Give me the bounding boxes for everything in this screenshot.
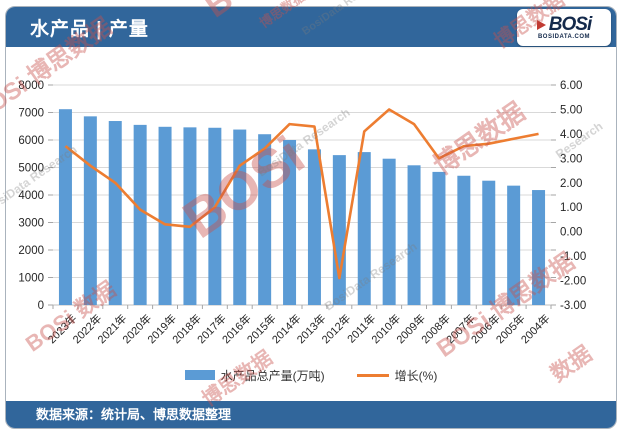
y-axis-left-label: 2000 [18, 245, 44, 257]
logo-brand-text: BOSi [548, 14, 592, 35]
logo-domain-text: BOSIDATA.COM [537, 34, 591, 40]
y-axis-right-label: 4.00 [560, 129, 582, 141]
bar [357, 152, 371, 305]
legend-item-growth: 增长(%) [356, 367, 438, 384]
page-title: 水产品 | 产量 [30, 18, 149, 40]
y-axis-left-label: 7000 [18, 108, 44, 120]
growth-line [64, 108, 539, 280]
chart-legend: 水产品总产量(万吨) 增长(%) [6, 364, 616, 386]
bar [158, 126, 172, 305]
y-axis-right-label: 1.00 [560, 202, 582, 214]
chart-svg: 0 1000 2000 3000 4000 5000 6000 7000 8000 -3.00 -2… [18, 80, 586, 346]
bar [382, 158, 396, 305]
bar [432, 171, 446, 305]
bar [457, 175, 471, 305]
bar [307, 149, 321, 305]
y-axis-right-label: 6.00 [560, 80, 582, 92]
y-axis-left-label: 3000 [18, 218, 44, 230]
bar [208, 127, 222, 305]
bar [532, 190, 546, 305]
data-source-text: 数据来源：统计局、博思数据整理 [36, 407, 232, 422]
report-panel: 水产品 | 产量 BOSi BOSIDATA.COM 0 1000 2000 3000… [5, 6, 617, 429]
bar [183, 127, 197, 305]
y-axis-left-label: 1000 [18, 273, 44, 285]
legend-bar-label: 水产品总产量(万吨) [220, 368, 325, 383]
y-axis-right-label: -3.00 [560, 300, 586, 312]
bar [283, 140, 297, 305]
legend-bar-swatch [184, 370, 215, 380]
bar [133, 124, 147, 305]
bar [258, 134, 272, 305]
y-axis-right-label: -1.00 [560, 251, 586, 263]
y-axis-left-label: 0 [38, 300, 44, 312]
y-axis-left-label: 4000 [18, 190, 44, 202]
header-bar: 水产品 | 产量 BOSi BOSIDATA.COM [6, 7, 616, 47]
bar [58, 109, 72, 305]
y-axis-right-label: -2.00 [560, 276, 586, 288]
y-axis-left-label: 5000 [18, 163, 44, 175]
footer-bar: 数据来源：统计局、博思数据整理 [6, 401, 616, 428]
bosi-logo: BOSi BOSIDATA.COM [517, 9, 611, 46]
bar [482, 180, 496, 305]
legend-line-swatch [356, 373, 389, 377]
bar [83, 116, 97, 305]
y-axis-right-label: 3.00 [560, 153, 582, 165]
bar [407, 165, 421, 305]
bar [233, 129, 247, 305]
y-axis-left-label: 6000 [18, 135, 44, 147]
legend-item-production: 水产品总产量(万吨) [184, 367, 325, 384]
bar [332, 155, 346, 305]
y-axis-left-label: 8000 [18, 80, 44, 92]
logo-triangle-icon [536, 19, 546, 30]
bar [507, 185, 521, 305]
y-axis-right-label: 5.00 [560, 104, 582, 116]
legend-line-label: 增长(%) [394, 368, 438, 383]
bar [108, 121, 122, 306]
y-axis-right-label: 2.00 [560, 178, 582, 190]
y-axis-right-label: 0.00 [560, 227, 582, 239]
